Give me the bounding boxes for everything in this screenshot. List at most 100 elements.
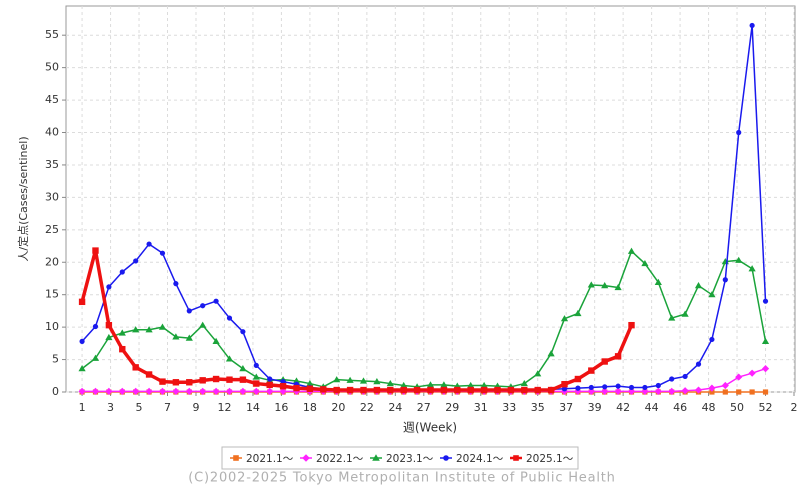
point [279, 387, 287, 395]
point [212, 337, 220, 344]
point [172, 333, 180, 340]
point [762, 298, 769, 304]
point [601, 282, 609, 289]
x-tick-label: 52 [759, 401, 773, 414]
point [761, 337, 770, 344]
x-tick-label: 37 [559, 401, 573, 414]
point [92, 247, 99, 254]
point [239, 365, 247, 372]
point [225, 387, 234, 395]
x-tick-label: 44 [645, 401, 659, 414]
x-tick-label: 20 [331, 401, 345, 414]
x-tick-label: 9 [192, 401, 199, 414]
point [333, 386, 340, 394]
point [681, 387, 689, 395]
point [614, 283, 622, 291]
point [736, 389, 742, 395]
legend-label: 2022.1～ [316, 453, 364, 465]
point [708, 384, 716, 392]
x-tick-label: 31 [474, 401, 488, 414]
point [346, 386, 354, 394]
x-tick-label: 22 [360, 401, 374, 414]
y-tick-label: 10 [45, 320, 59, 333]
point [172, 387, 180, 395]
point [480, 386, 488, 394]
point [359, 377, 368, 384]
point [694, 282, 703, 289]
point [627, 387, 636, 395]
x-tick-label: 24 [388, 401, 402, 414]
point [494, 386, 501, 394]
point [654, 278, 662, 285]
point [360, 386, 367, 394]
point [146, 241, 152, 247]
point [628, 321, 635, 329]
point [266, 387, 274, 395]
point [467, 381, 475, 389]
point [186, 308, 192, 314]
point [185, 387, 193, 395]
point [173, 281, 179, 287]
x-axis-label: 週(Week) [403, 421, 457, 435]
point [387, 386, 394, 394]
point [252, 387, 260, 395]
point [199, 321, 207, 328]
point [748, 265, 756, 272]
point [480, 381, 488, 389]
x-tick-label: 18 [303, 401, 317, 414]
point [722, 389, 728, 395]
x-tick-label: 50 [730, 401, 744, 414]
x-tick-label: 12 [217, 401, 231, 414]
point [748, 369, 756, 377]
point [133, 258, 139, 264]
point [119, 269, 125, 275]
point [560, 315, 569, 322]
x-tick-label: 5 [136, 401, 143, 414]
point [736, 129, 742, 136]
legend-box [221, 446, 579, 470]
point [669, 376, 675, 382]
point [373, 378, 381, 385]
point [614, 387, 622, 395]
point [627, 247, 636, 254]
point [694, 386, 703, 394]
legend-label: 2024.1～ [456, 453, 504, 465]
point [346, 376, 354, 383]
y-tick-label: 5 [52, 353, 59, 366]
point [534, 370, 542, 377]
point [601, 387, 609, 395]
x-tick-label: 14 [246, 401, 260, 414]
point [267, 376, 273, 382]
x-tick-label: 29 [445, 401, 459, 414]
point [78, 298, 86, 306]
y-tick-label: 55 [45, 28, 59, 41]
point [253, 380, 260, 387]
point [513, 455, 519, 461]
point [749, 22, 755, 29]
point [721, 381, 729, 390]
point [386, 379, 394, 387]
point [735, 373, 743, 381]
point [574, 375, 582, 383]
x-tick-label: 33 [502, 401, 516, 414]
point [426, 381, 435, 388]
y-tick-label: 45 [45, 93, 59, 106]
point [682, 373, 688, 380]
y-tick-label: 35 [45, 158, 59, 171]
point [722, 277, 728, 283]
point [105, 333, 113, 341]
point [440, 381, 448, 388]
point [145, 371, 153, 378]
point [587, 281, 595, 288]
y-tick-label: 15 [45, 288, 59, 301]
point [158, 387, 167, 395]
x-tick-label: 35 [531, 401, 545, 414]
point [575, 385, 581, 391]
point [225, 355, 234, 362]
y-tick-label: 30 [45, 190, 59, 203]
point [105, 321, 113, 329]
point [440, 386, 448, 394]
y-tick-label: 0 [52, 385, 59, 398]
point [199, 377, 206, 384]
